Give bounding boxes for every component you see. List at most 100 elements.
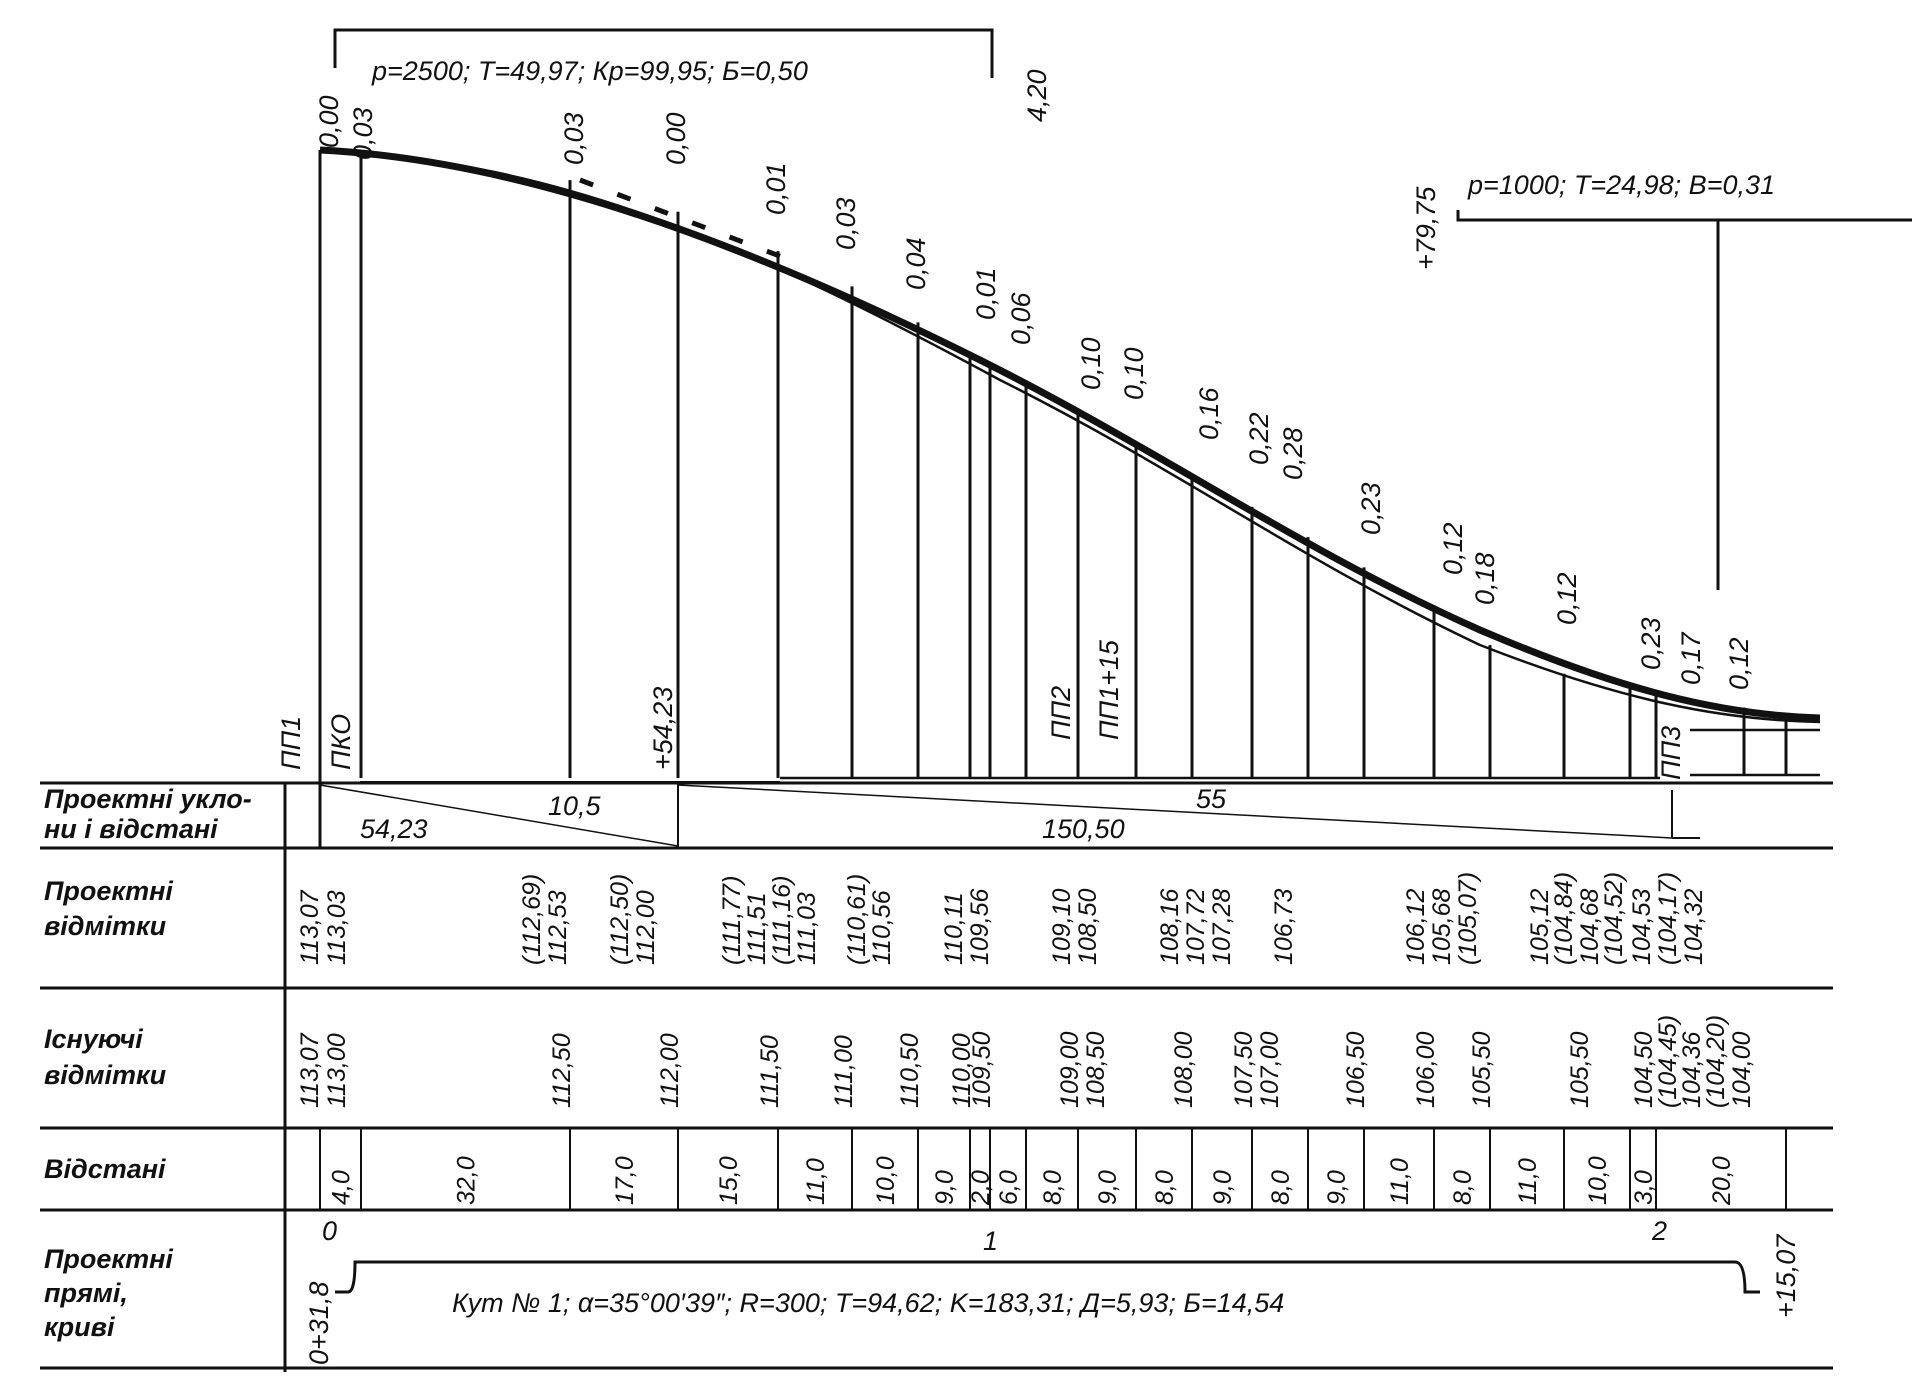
distance-value: 32,0: [453, 1156, 481, 1205]
design-elevation: 104,68: [1576, 888, 1604, 965]
design-elevation: 107,72: [1182, 888, 1210, 965]
existing-elevation: 106,00: [1412, 1031, 1440, 1108]
ordinate-annotation: 0,17: [1676, 631, 1706, 685]
picket-2: 2: [1651, 1216, 1667, 1246]
ordinate-annotation: 0,00: [314, 95, 344, 148]
existing-elevation: 104,36: [1678, 1031, 1706, 1108]
grade-distance-1: 54,23: [360, 814, 428, 844]
design-elevation: (111,16): [768, 876, 796, 965]
label-pko: ПКО: [326, 714, 356, 770]
design-elevation: 110,56: [868, 890, 896, 965]
ordinate-annotation: 0,28: [1278, 427, 1308, 480]
ordinate-annotation: 0,12: [1438, 522, 1468, 575]
design-header-2: відмітки: [44, 911, 167, 941]
ordinate-annotation: 0,03: [559, 112, 589, 165]
existing-elevation: 110,50: [896, 1033, 924, 1108]
distance-value: 8,0: [1151, 1170, 1179, 1205]
design-elevation: 108,16: [1156, 888, 1184, 965]
existing-elevation: 108,50: [1082, 1031, 1110, 1108]
design-elevation: (111,77): [718, 876, 746, 965]
plan-header-1: Проектні: [44, 1244, 173, 1274]
grade-value-1: 10,5: [548, 791, 602, 821]
grades-header-1: Проектні укло-: [44, 784, 252, 814]
design-elevation: (104,17): [1654, 872, 1682, 965]
curve-parameters: Кут № 1; α=35°00′39″; R=300; T=94,62; K=…: [452, 1288, 1284, 1318]
design-elevation: 109,10: [1048, 888, 1076, 965]
distance-value: 9,0: [931, 1170, 959, 1205]
ordinate-annotation: 0,04: [901, 237, 931, 290]
existing-elevation: 111,00: [830, 1035, 858, 1108]
existing-elevation: 105,50: [1566, 1031, 1594, 1108]
ordinate-annotation: 0,03: [831, 197, 861, 250]
design-elevation: (112,50): [606, 874, 634, 965]
design-elevation: (104,84): [1550, 872, 1578, 965]
vertical-curve-2-bracket: [1456, 210, 1912, 222]
distance-value: 8,0: [1449, 1170, 1477, 1205]
label-pp1-15: ПП1+15: [1094, 639, 1124, 740]
distance-value: 11,0: [1386, 1158, 1414, 1205]
design-elevation: (105,07): [1454, 872, 1482, 965]
design-elevation: 108,50: [1074, 888, 1102, 965]
distance-value: 20,0: [1708, 1156, 1736, 1206]
label-plus-5423: +54,23: [648, 687, 678, 770]
design-elevation: 113,03: [323, 890, 351, 965]
design-elevation: 113,07: [296, 889, 324, 965]
distance-value: 10,0: [872, 1156, 900, 1205]
ordinate-annotation: 0,06: [1006, 291, 1036, 345]
distance-value: 17,0: [611, 1156, 639, 1205]
distance-value: 3,0: [1630, 1170, 1658, 1205]
existing-elevation: 113,00: [323, 1033, 351, 1108]
design-elevation: 104,53: [1628, 888, 1656, 965]
existing-header-1: Існуючі: [44, 1024, 143, 1054]
existing-elevation: 112,00: [656, 1033, 684, 1108]
picket-0: 0: [322, 1216, 337, 1246]
ordinate-lines: [359, 150, 1788, 778]
design-elevation: 109,56: [966, 888, 994, 965]
plan-header-3: криві: [44, 1312, 115, 1342]
grade-value-2: 55: [1196, 784, 1227, 814]
label-pp2: ПП2: [1046, 686, 1076, 740]
distance-value: 15,0: [715, 1156, 743, 1205]
distance-value: 2,0: [967, 1170, 995, 1206]
table-grid: [40, 781, 1833, 1372]
ordinate-annotation: 0,12: [1724, 637, 1754, 690]
existing-elevation: 106,50: [1342, 1031, 1370, 1108]
ordinate-annotation: 0,23: [1356, 482, 1386, 535]
design-elevation: 112,00: [632, 890, 660, 965]
design-elevation: 104,32: [1680, 888, 1708, 965]
distance-value: 9,0: [1094, 1170, 1122, 1205]
distance-value: 11,0: [1514, 1158, 1542, 1205]
profile-drawing: [318, 28, 1912, 848]
existing-elevation: 107,50: [1230, 1031, 1258, 1108]
plan-curve-bracket: [335, 1260, 1760, 1294]
existing-elevations: 113,07 113,00 112,50 112,00 111,50 111,00 110,…: [296, 1015, 1756, 1108]
existing-elevation: 113,07: [296, 1032, 324, 1108]
existing-elevation: 110,00: [948, 1033, 976, 1108]
distance-value: 8,0: [1039, 1170, 1067, 1205]
distance-value: 8,0: [1267, 1170, 1295, 1205]
design-elevation: (110,61): [843, 874, 871, 965]
ordinate-annotation: 0,23: [1636, 617, 1666, 670]
existing-elevation: 109,50: [968, 1031, 996, 1108]
vertical-curve-1-label: p=2500; T=49,97; Кр=99,95; Б=0,50: [371, 56, 808, 86]
existing-elevation: 112,50: [548, 1033, 576, 1108]
design-elevations: 113,07 113,03 (112,69)112,53 (112,50)112,00…: [296, 872, 1708, 965]
design-elevation: 107,28: [1208, 888, 1236, 965]
ordinate-annotation: 0,22: [1244, 412, 1274, 465]
ordinate-annotation: 0,01: [761, 162, 791, 215]
row-headers: Проектні укло- ни і відстані Проектні ві…: [44, 784, 252, 1342]
picket-1: 1: [983, 1226, 998, 1256]
design-grade-line: [319, 146, 1821, 722]
label-pp3: ПП3: [1656, 726, 1686, 780]
grade-distance-2: 150,50: [1042, 814, 1125, 844]
vertical-curve-2-mark: +79,75: [1411, 186, 1441, 270]
grades-header-2: ни і відстані: [44, 814, 218, 844]
existing-elevation: (104,45): [1654, 1015, 1682, 1108]
ordinate-annotation: 0,18: [1470, 552, 1500, 605]
design-elevation: 105,68: [1428, 888, 1456, 965]
vertical-curve-tangent: [579, 177, 791, 263]
plan-start-picket: 0+31,8: [304, 1282, 334, 1365]
ordinate-annotation: 0,12: [1552, 572, 1582, 625]
distance-value: 10,0: [1584, 1156, 1612, 1205]
